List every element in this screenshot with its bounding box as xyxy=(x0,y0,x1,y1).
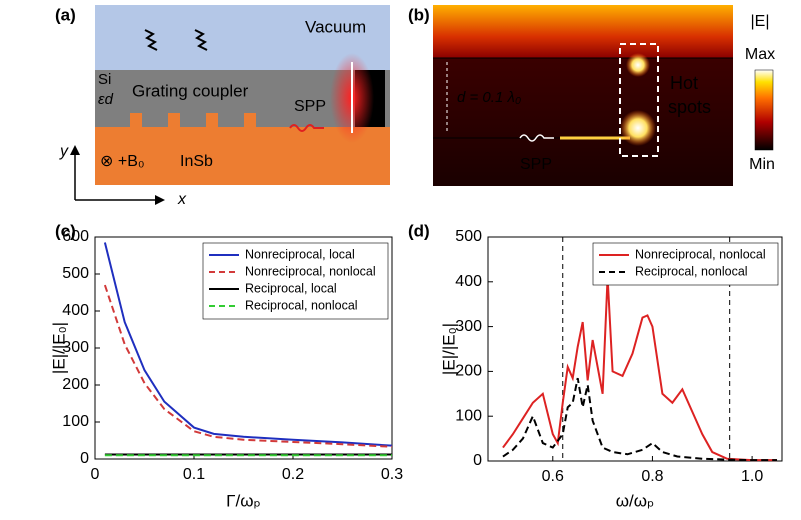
panel-label: (c) xyxy=(55,221,76,240)
legend-label: Reciprocal, nonlocal xyxy=(245,298,358,312)
x-axis-label: ω/ωₚ xyxy=(616,491,655,510)
label: Max xyxy=(745,46,775,63)
y-tick-label: 100 xyxy=(455,407,482,424)
panel-b: (b) d = 0.1 λ₀ SPP Hot spots |E| Max Min xyxy=(408,5,775,186)
y-tick-label: 100 xyxy=(62,413,89,430)
arrow-heads xyxy=(70,145,165,205)
label: y xyxy=(59,143,69,160)
legend-box xyxy=(592,242,779,286)
y-tick-label: 600 xyxy=(62,228,89,245)
y-tick-label: 500 xyxy=(455,228,482,245)
plot-frame xyxy=(487,236,783,462)
x-tick-label: 0.3 xyxy=(381,466,403,483)
x-tick-label: 0 xyxy=(91,466,100,483)
field-map-top xyxy=(433,5,733,58)
label: Si xyxy=(98,71,111,88)
legend-label: Nonreciprocal, nonlocal xyxy=(635,247,766,261)
field-map-bottom xyxy=(433,58,733,186)
label: Grating coupler xyxy=(132,81,249,100)
y-tick-label: 0 xyxy=(473,452,482,469)
x-tick-label: 1.0 xyxy=(741,468,763,485)
x-tick-label: 0.8 xyxy=(641,468,663,485)
y-tick-label: 200 xyxy=(62,376,89,393)
label: Vacuum xyxy=(305,17,366,36)
series-line xyxy=(502,277,778,462)
light-arrows xyxy=(144,29,208,51)
legend-label: Reciprocal, nonlocal xyxy=(635,264,748,278)
y-tick-label: 0 xyxy=(80,450,89,467)
y-tick-label: 200 xyxy=(455,363,482,380)
label: εd xyxy=(98,91,114,108)
label: ⊗ +B₀ xyxy=(100,153,145,170)
y-tick-label: 300 xyxy=(62,339,89,356)
panel-label: (b) xyxy=(408,5,430,24)
label: x xyxy=(177,191,187,208)
y-tick-label: 300 xyxy=(455,318,482,335)
label: d = 0.1 λ₀ xyxy=(457,89,521,106)
panel-a: (a) Vacuum Si εd Grating coupler SPP ⊗ +… xyxy=(55,5,390,208)
x-axis-label: Γ/ωₚ xyxy=(226,491,261,510)
hot-spot xyxy=(620,110,656,146)
legend-label: Nonreciprocal, nonlocal xyxy=(245,264,376,278)
spp-wave xyxy=(289,124,324,132)
legend-label: Reciprocal, local xyxy=(245,281,337,295)
y-axis-label: |E|/|E₀| xyxy=(439,323,458,375)
y-tick-label: 400 xyxy=(455,273,482,290)
label: Min xyxy=(749,156,775,173)
colorbar xyxy=(754,69,774,151)
y-tick-label: 500 xyxy=(62,265,89,282)
hot-spot-box xyxy=(619,43,659,157)
label: SPP xyxy=(294,98,326,115)
y-axis-label: |E|/|E₀| xyxy=(49,322,68,374)
y-tick-label: 400 xyxy=(62,302,89,319)
vacuum-region xyxy=(95,5,390,70)
panel-label: (a) xyxy=(55,5,76,24)
label: spots xyxy=(668,97,711,117)
legend-label: Nonreciprocal, local xyxy=(245,247,355,261)
grating-teeth xyxy=(130,113,256,127)
series-line xyxy=(103,284,393,448)
series-line xyxy=(502,377,778,462)
x-tick-label: 0.1 xyxy=(183,466,205,483)
x-tick-label: 0.6 xyxy=(542,468,564,485)
label: Hot xyxy=(670,73,698,93)
panel-label: (d) xyxy=(408,221,430,240)
label: InSb xyxy=(180,153,213,170)
label: SPP xyxy=(520,156,552,173)
label: |E| xyxy=(751,13,770,30)
x-tick-label: 0.2 xyxy=(282,466,304,483)
hot-spot xyxy=(626,53,650,77)
series-line xyxy=(103,242,393,447)
spp-wave xyxy=(519,134,554,142)
